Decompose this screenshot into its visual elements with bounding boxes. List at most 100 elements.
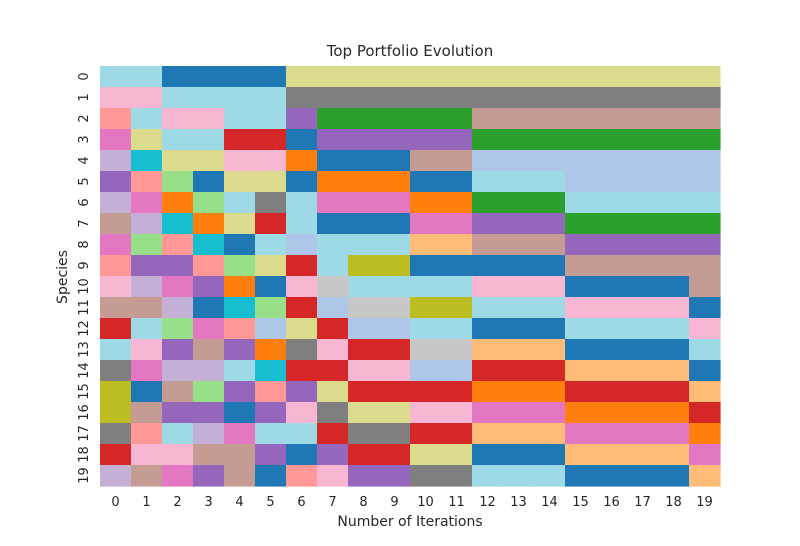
heatmap-cell: [503, 360, 535, 382]
heatmap-cell: [472, 444, 504, 466]
x-tick-label: 1: [142, 495, 150, 510]
heatmap-cell: [410, 171, 442, 193]
heatmap-cell: [627, 66, 659, 88]
heatmap-cell: [410, 213, 442, 235]
heatmap-cell: [689, 423, 721, 445]
heatmap-cell: [131, 465, 163, 487]
heatmap-cell: [100, 234, 132, 256]
heatmap-cell: [255, 297, 287, 319]
heatmap-cell: [596, 444, 628, 466]
y-tick-label: 10: [77, 278, 92, 295]
heatmap-cell: [627, 297, 659, 319]
y-tick-label: 8: [77, 240, 92, 248]
heatmap-cell: [627, 255, 659, 277]
heatmap-cell: [193, 297, 225, 319]
x-tick-label: 19: [696, 495, 713, 510]
x-tick-label: 14: [541, 495, 558, 510]
heatmap-cell: [565, 255, 597, 277]
heatmap-cell: [565, 171, 597, 193]
heatmap-cell: [193, 192, 225, 214]
heatmap-cell: [565, 108, 597, 130]
heatmap-cell: [317, 108, 349, 130]
heatmap-cell: [131, 171, 163, 193]
heatmap-cell: [348, 129, 380, 151]
heatmap-cell: [348, 339, 380, 361]
heatmap-cell: [348, 381, 380, 403]
heatmap-cell: [286, 360, 318, 382]
heatmap-cell: [596, 87, 628, 109]
heatmap-cell: [162, 234, 194, 256]
heatmap-cell: [162, 444, 194, 466]
heatmap-cell: [503, 465, 535, 487]
heatmap-cell: [410, 108, 442, 130]
heatmap-cell: [224, 318, 256, 340]
heatmap-cell: [255, 339, 287, 361]
x-tick-labels: 0 1 2 3 4 5 6 7 8 9 10 11 12 13 14 15 16 17 18 19: [111, 495, 712, 510]
heatmap-cell: [472, 276, 504, 298]
heatmap-cell: [317, 129, 349, 151]
heatmap-cell: [503, 402, 535, 424]
heatmap-cell: [286, 255, 318, 277]
heatmap-cell: [503, 318, 535, 340]
heatmap-cell: [379, 129, 411, 151]
heatmap-cell: [441, 444, 473, 466]
heatmap-cell: [317, 318, 349, 340]
heatmap-cell: [224, 108, 256, 130]
heatmap-cell: [658, 444, 690, 466]
heatmap-cell: [534, 339, 566, 361]
heatmap-cell: [658, 171, 690, 193]
heatmap-cell: [627, 423, 659, 445]
heatmap-cell: [193, 276, 225, 298]
heatmap-cell: [534, 276, 566, 298]
heatmap-cell: [162, 381, 194, 403]
y-tick-label: 7: [77, 219, 92, 227]
heatmap-cell: [131, 339, 163, 361]
heatmap-cell: [658, 339, 690, 361]
heatmap-cell: [658, 276, 690, 298]
heatmap-cell: [596, 213, 628, 235]
heatmap-cell: [534, 255, 566, 277]
heatmap-cell: [689, 381, 721, 403]
heatmap-cell: [565, 465, 597, 487]
heatmap-cell: [658, 297, 690, 319]
heatmap-cell: [379, 465, 411, 487]
heatmap-cell: [534, 297, 566, 319]
heatmap-cell: [689, 339, 721, 361]
heatmap-cell: [224, 297, 256, 319]
heatmap-cell: [131, 87, 163, 109]
y-tick-label: 1: [77, 93, 92, 101]
heatmap-cell: [565, 66, 597, 88]
heatmap-cell: [317, 192, 349, 214]
heatmap-cell: [286, 339, 318, 361]
heatmap-cell: [410, 465, 442, 487]
heatmap-cell: [162, 339, 194, 361]
heatmap-cell: [627, 339, 659, 361]
heatmap-cell: [534, 444, 566, 466]
heatmap-cell: [441, 150, 473, 172]
heatmap-cell: [286, 213, 318, 235]
heatmap-cell: [224, 444, 256, 466]
heatmap-cell: [162, 276, 194, 298]
heatmap-cell: [193, 423, 225, 445]
heatmap-cell: [286, 192, 318, 214]
heatmap-cell: [689, 276, 721, 298]
heatmap-cell: [689, 129, 721, 151]
heatmap-cell: [317, 444, 349, 466]
heatmap-cell: [596, 297, 628, 319]
heatmap-cell: [162, 66, 194, 88]
x-tick-label: 2: [173, 495, 181, 510]
y-tick-label: 17: [77, 425, 92, 442]
heatmap-cell: [286, 108, 318, 130]
heatmap-cell: [596, 276, 628, 298]
heatmap-cell: [627, 402, 659, 424]
heatmap-cell: [565, 150, 597, 172]
heatmap-cell: [472, 297, 504, 319]
heatmap-cell: [193, 339, 225, 361]
x-tick-label: 7: [328, 495, 336, 510]
heatmap-cell: [596, 255, 628, 277]
y-tick-label: 4: [77, 156, 92, 164]
heatmap-cell: [348, 318, 380, 340]
heatmap-cell: [286, 129, 318, 151]
heatmap-cell: [503, 108, 535, 130]
